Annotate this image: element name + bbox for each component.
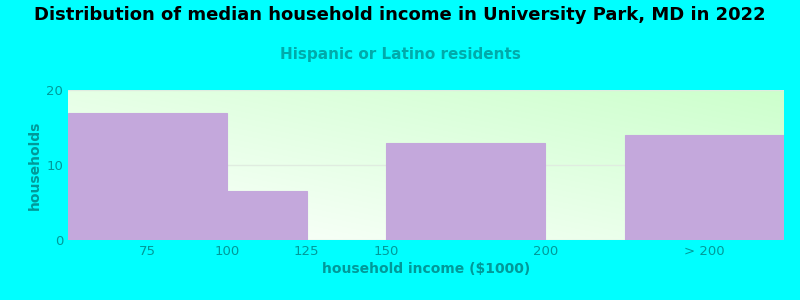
Bar — [625, 135, 784, 240]
X-axis label: household income ($1000): household income ($1000) — [322, 262, 530, 276]
Bar — [68, 112, 227, 240]
Y-axis label: households: households — [28, 120, 42, 210]
Bar — [227, 191, 306, 240]
Text: Distribution of median household income in University Park, MD in 2022: Distribution of median household income … — [34, 6, 766, 24]
Bar — [386, 142, 546, 240]
Text: Hispanic or Latino residents: Hispanic or Latino residents — [279, 46, 521, 62]
